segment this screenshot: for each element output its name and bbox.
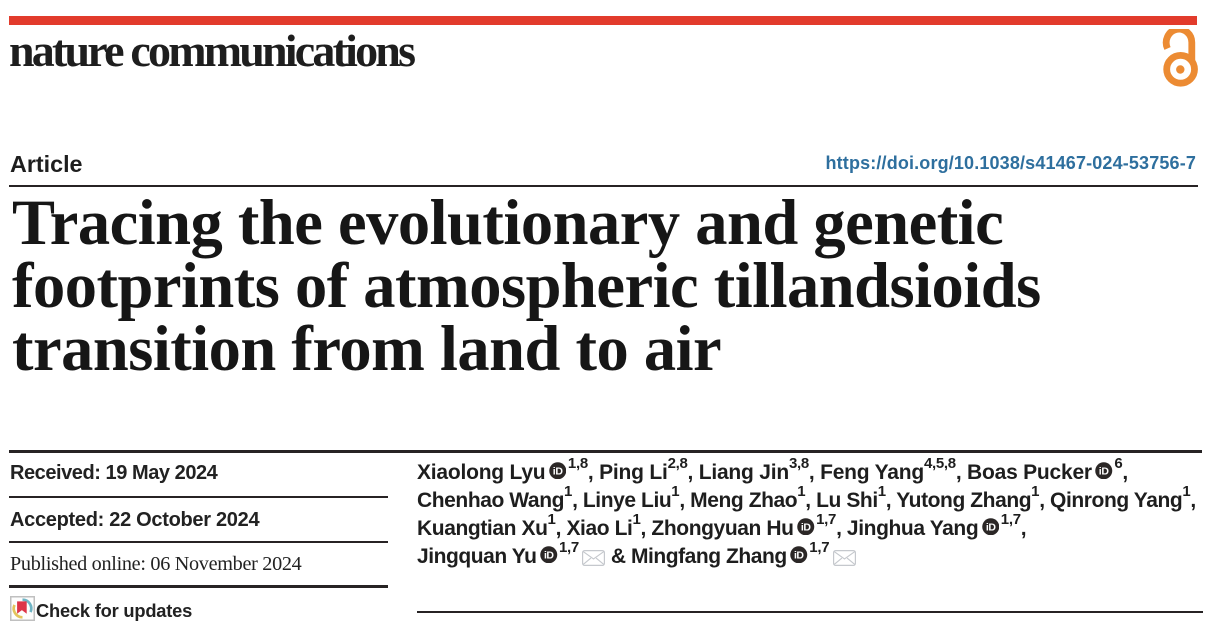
svg-text:iD: iD [553,465,564,477]
svg-text:iD: iD [1099,465,1110,477]
svg-text:iD: iD [544,549,554,561]
svg-text:iD: iD [801,521,812,533]
svg-text:iD: iD [794,549,804,561]
svg-text:iD: iD [986,521,997,533]
